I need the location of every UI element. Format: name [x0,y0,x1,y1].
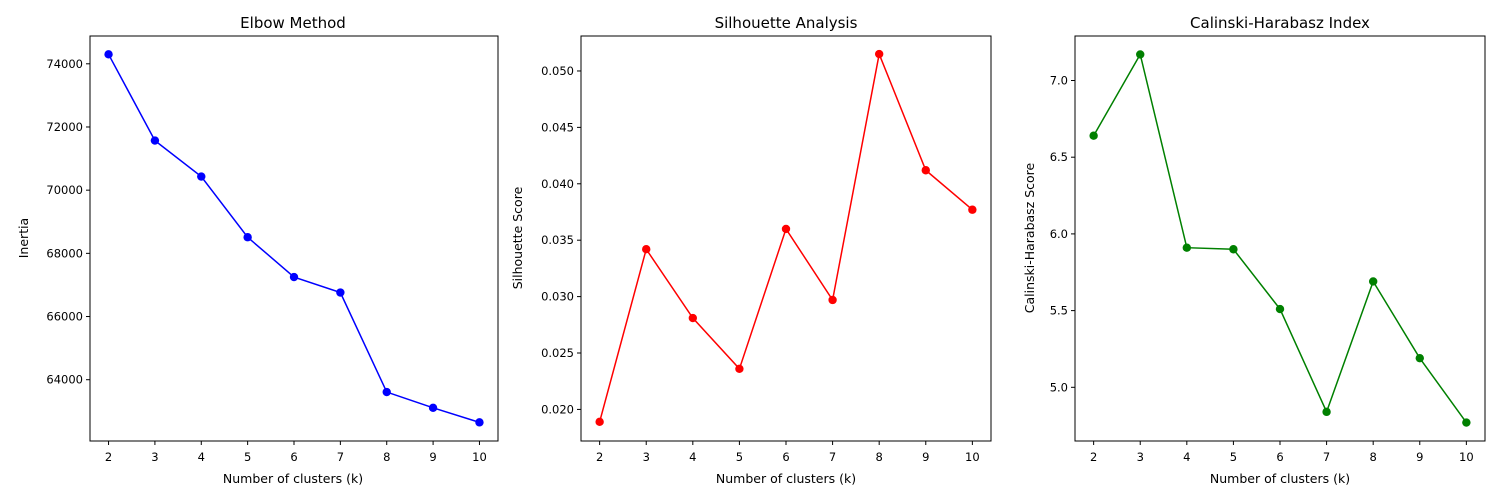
silhouette-y-tick-label: 0.020 [541,402,574,416]
silhouette-x-tick-label: 6 [782,450,789,464]
silhouette-data-point [968,205,977,214]
elbow-y-tick-label: 68000 [46,246,83,260]
elbow-y-tick-label: 72000 [46,120,83,134]
calinski-data-point [1089,131,1098,140]
silhouette-plot-area: 2 3 4 5 6 7 8 9 10 0.020 0.025 0.030 0.035 0.040 0.045… [541,35,992,464]
calinski-plot-area: 2 3 4 5 6 7 8 9 10 5.0 5.5 6.0 6.5 7.0 [1050,35,1486,464]
calinski-x-tick-label: 2 [1090,450,1097,464]
elbow-y-tick-label: 66000 [46,310,83,324]
silhouette-xlabel: Number of clusters (k) [716,471,856,486]
silhouette-data-point [642,245,651,254]
silhouette-x-tick-label: 4 [689,450,696,464]
calinski-x-tick-label: 9 [1416,450,1423,464]
elbow-y-tick-label: 70000 [46,183,83,197]
silhouette-data-point [595,417,604,427]
silhouette-y-tick-label: 0.050 [541,64,574,78]
calinski-x-tick-label: 4 [1183,450,1190,464]
elbow-data-point [104,50,113,59]
elbow-x-tick-label: 10 [472,450,487,464]
elbow-x-tick-label: 3 [151,450,158,464]
elbow-data-point [475,418,484,427]
elbow-y-tick-label: 64000 [46,373,83,387]
elbow-x-tick-label: 7 [337,450,344,464]
silhouette-x-tick-label: 5 [736,450,743,464]
silhouette-x-tick-label: 3 [643,450,650,464]
silhouette-x-tick-label: 8 [876,450,883,464]
elbow-xlabel: Number of clusters (k) [223,471,363,486]
calinski-data-point [1136,50,1145,59]
calinski-y-tick-label: 5.0 [1050,380,1068,394]
silhouette-data-point [874,49,884,59]
elbow-x-tick-label: 5 [244,450,251,464]
calinski-data-point [1229,245,1238,254]
calinski-y-tick-label: 7.0 [1050,73,1068,87]
silhouette-y-tick-label: 0.035 [541,233,574,247]
calinski-x-tick-label: 5 [1230,450,1237,464]
silhouette-y-tick-label: 0.040 [541,177,574,191]
elbow-data-point [289,272,299,282]
silhouette-x-tick-label: 7 [829,450,836,464]
calinski-xlabel: Number of clusters (k) [1210,471,1350,486]
elbow-data-point [243,233,252,242]
silhouette-data-point [921,166,930,175]
calinski-x-tick-label: 6 [1276,450,1283,464]
silhouette-data-point [688,313,698,323]
calinski-data-point [1462,418,1471,427]
calinski-title: Calinski-Harabasz Index [1190,14,1370,32]
elbow-x-tick-label: 4 [198,450,205,464]
calinski-data-point [1368,277,1378,286]
elbow-data-point [150,136,160,145]
calinski-x-tick-label: 3 [1137,450,1144,464]
silhouette-y-tick-label: 0.025 [541,346,574,360]
elbow-data-point [382,387,391,397]
silhouette-x-tick-label: 9 [922,450,929,464]
calinski-ylabel: Calinski-Harabasz Score [1022,162,1037,313]
elbow-y-tick-label: 74000 [46,57,83,71]
elbow-title: Elbow Method [240,14,346,32]
silhouette-x-tick-label: 10 [965,450,980,464]
silhouette-data-point [781,224,791,234]
calinski-y-tick-label: 6.5 [1050,150,1068,164]
silhouette-x-tick-label: 2 [596,450,603,464]
silhouette-data-point [735,364,744,373]
calinski-x-tick-label: 10 [1459,450,1474,464]
elbow-data-point [336,288,345,297]
calinski-x-tick-label: 8 [1370,450,1377,464]
silhouette-y-tick-label: 0.030 [541,290,574,304]
calinski-y-tick-label: 5.5 [1050,304,1068,318]
elbow-plot-area: 2 3 4 5 6 7 8 9 10 64000 66000 68000 70000 72000 74000 [46,35,499,464]
elbow-panel: Elbow Method 2 3 4 5 6 7 8 9 10 64000 66000 68000 70… [16,14,499,486]
silhouette-panel: Silhouette Analysis 2 3 4 5 6 7 8 9 10 0.020 0.025… [510,14,992,486]
elbow-x-tick-label: 8 [383,450,390,464]
calinski-data-point [1182,243,1192,252]
silhouette-title: Silhouette Analysis [715,14,858,32]
calinski-x-tick-label: 7 [1323,450,1330,464]
silhouette-ylabel: Silhouette Score [510,186,525,289]
calinski-data-point [1322,407,1331,417]
calinski-panel: Calinski-Harabasz Index 2 3 4 5 6 7 8 9 10 5.0 5.5… [1022,14,1486,486]
elbow-data-point [428,403,438,413]
calinski-y-tick-label: 6.0 [1050,227,1068,241]
silhouette-data-point [828,295,837,305]
elbow-x-tick-label: 2 [105,450,112,464]
elbow-x-tick-label: 6 [290,450,297,464]
silhouette-y-tick-label: 0.045 [541,120,574,134]
calinski-data-point [1275,304,1285,314]
elbow-ylabel: Inertia [16,218,31,258]
elbow-data-point [197,172,206,181]
elbow-x-tick-label: 9 [429,450,436,464]
calinski-data-point [1415,353,1424,363]
